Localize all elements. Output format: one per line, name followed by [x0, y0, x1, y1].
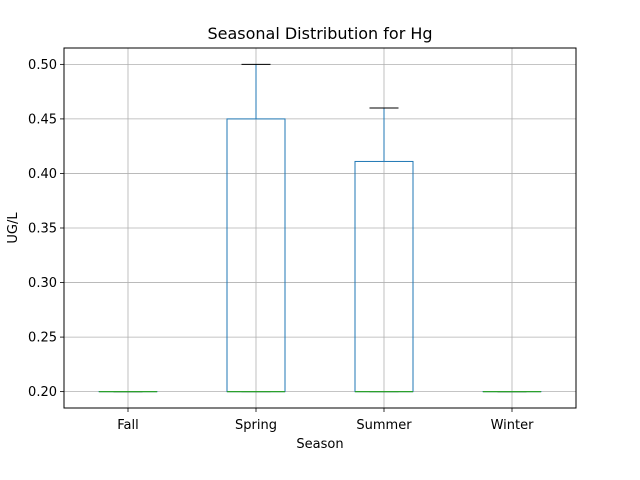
box-summer: [354, 107, 414, 393]
y-tick-label: 0.25: [28, 331, 57, 346]
box-spring: [226, 63, 286, 393]
y-tick-label: 0.45: [28, 112, 57, 127]
x-tick-label: Summer: [356, 418, 412, 433]
x-tick-label: Spring: [235, 418, 277, 433]
grid-layer: [64, 48, 576, 408]
x-tick-label: Winter: [491, 418, 535, 433]
box-layer: [98, 63, 542, 393]
y-tick-label: 0.20: [28, 385, 57, 400]
x-axis-title: Season: [296, 437, 343, 452]
x-tick-label: Fall: [117, 418, 138, 433]
chart-title: Seasonal Distribution for Hg: [207, 24, 432, 43]
y-axis-title: UG/L: [6, 212, 21, 244]
y-tick-label: 0.30: [28, 276, 57, 291]
y-tick-label: 0.35: [28, 222, 57, 237]
y-axis-ticks: 0.20 0.25 0.30 0.35 0.40 0.45 0.50: [28, 58, 64, 400]
y-tick-label: 0.50: [28, 58, 57, 73]
y-tick-label: 0.40: [28, 167, 57, 182]
x-axis-ticks: Fall Spring Summer Winter: [117, 408, 534, 433]
